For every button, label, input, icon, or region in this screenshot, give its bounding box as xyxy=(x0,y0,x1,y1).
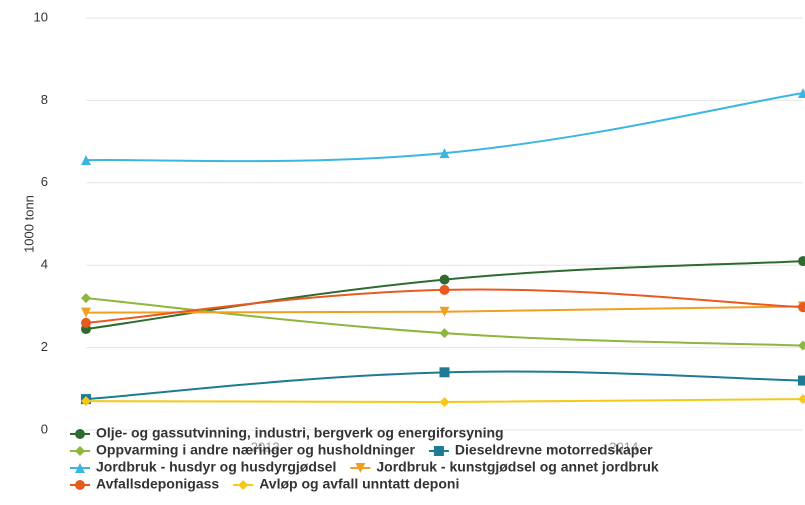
marker xyxy=(75,463,85,473)
marker xyxy=(439,306,450,317)
marker xyxy=(355,463,366,473)
marker xyxy=(81,396,91,407)
x-tick-label: 2014 xyxy=(609,439,638,454)
marker xyxy=(798,87,805,98)
legend: Olje- og gassutvinning, industri, bergve… xyxy=(70,425,659,492)
marker xyxy=(81,293,91,304)
legend-item: Olje- og gassutvinning, industri, bergve… xyxy=(70,425,504,441)
x-tick-label: 2013 xyxy=(251,439,280,454)
marker xyxy=(238,480,249,490)
legend-item: Jordbruk - kunstgjødsel og annet jordbru… xyxy=(350,459,659,475)
marker xyxy=(81,317,91,328)
marker xyxy=(75,429,85,439)
legend-label: Jordbruk - kunstgjødsel og annet jordbru… xyxy=(376,459,659,475)
marker xyxy=(433,446,444,456)
marker xyxy=(439,148,450,159)
y-tick-label: 4 xyxy=(41,257,48,272)
marker xyxy=(439,284,450,295)
y-tick-label: 6 xyxy=(41,174,48,189)
y-tick-label: 2 xyxy=(41,339,48,354)
y-tick-label: 10 xyxy=(34,9,48,24)
marker xyxy=(439,396,450,407)
legend-item: Jordbruk - husdyr og husdyrgjødsel xyxy=(70,459,336,475)
marker xyxy=(798,302,805,313)
marker xyxy=(75,446,85,456)
marker xyxy=(439,274,450,285)
marker xyxy=(798,256,805,267)
marker xyxy=(81,307,91,318)
y-axis-label: 1000 tonn xyxy=(21,195,36,253)
marker xyxy=(798,394,805,405)
marker xyxy=(798,340,805,351)
legend-item: Oppvarming i andre næringer og husholdni… xyxy=(70,442,415,458)
legend-item: Avfallsdeponigass xyxy=(70,476,219,492)
legend-label: Oppvarming i andre næringer og husholdni… xyxy=(96,442,415,458)
legend-label: Jordbruk - husdyr og husdyrgjødsel xyxy=(96,459,336,475)
legend-item: Avløp og avfall unntatt deponi xyxy=(233,476,459,492)
series-line xyxy=(85,297,804,347)
series-line xyxy=(85,260,804,331)
y-tick-label: 8 xyxy=(41,92,48,107)
marker xyxy=(439,367,450,378)
marker xyxy=(798,375,805,386)
marker xyxy=(81,155,91,166)
legend-item: Dieseldrevne motorredskaper xyxy=(428,442,653,458)
legend-label: Dieseldrevne motorredskaper xyxy=(455,442,653,458)
legend-label: Olje- og gassutvinning, industri, bergve… xyxy=(96,425,504,441)
y-tick-label: 0 xyxy=(41,421,48,436)
legend-label: Avløp og avfall unntatt deponi xyxy=(259,476,459,492)
marker xyxy=(75,480,85,490)
marker xyxy=(439,328,450,339)
legend-label: Avfallsdeponigass xyxy=(96,476,219,492)
